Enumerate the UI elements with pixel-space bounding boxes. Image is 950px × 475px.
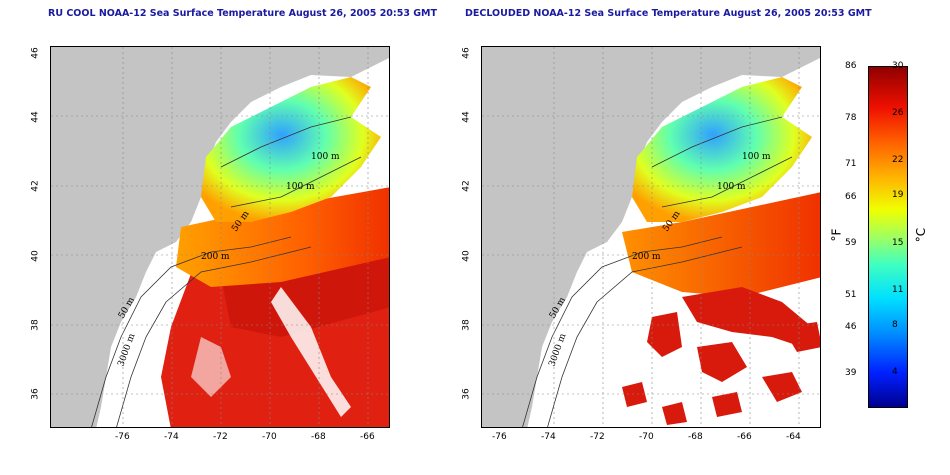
fahrenheit-tick: 59	[845, 238, 857, 248]
lon-tick: -70	[639, 432, 654, 442]
contour-label: 100 m	[742, 152, 771, 162]
right-sst-map: 100 m 100 m 50 m 200 m 50 m 3000 m	[481, 46, 821, 428]
lon-tick: -68	[311, 432, 326, 442]
lon-tick: -76	[115, 432, 130, 442]
lon-tick: -74	[541, 432, 556, 442]
lat-tick: 40	[461, 250, 472, 262]
celsius-tick: 26	[892, 108, 904, 118]
contour-label: 100 m	[286, 182, 315, 192]
contour-label: 200 m	[201, 252, 230, 262]
left-map-title: RU COOL NOAA-12 Sea Surface Temperature …	[48, 8, 437, 19]
depth-contour-shelf	[522, 236, 723, 427]
lon-tick: -66	[737, 432, 752, 442]
lon-tick: -72	[590, 432, 605, 442]
celsius-tick: 8	[892, 320, 898, 330]
lat-tick: 42	[461, 180, 472, 192]
warm-water-patches	[622, 287, 820, 425]
land-mass	[482, 47, 820, 427]
celsius-tick: 19	[892, 190, 904, 200]
lat-tick: 36	[461, 388, 472, 400]
celsius-tick: 30	[892, 61, 904, 71]
fahrenheit-unit-label: °F	[829, 228, 844, 242]
depth-contour-deep	[116, 246, 312, 427]
fahrenheit-tick: 66	[845, 192, 857, 202]
lat-tick: 44	[30, 111, 41, 123]
temperature-colorbar	[868, 66, 908, 408]
depth-contour-gulf	[651, 116, 793, 208]
lat-tick: 38	[30, 319, 41, 331]
grid-lines	[482, 47, 820, 427]
celsius-tick: 15	[892, 238, 904, 248]
lon-tick: -76	[492, 432, 507, 442]
fahrenheit-tick: 71	[845, 159, 857, 169]
fahrenheit-tick: 86	[845, 61, 857, 71]
land-mass	[51, 47, 389, 427]
contour-label: 200 m	[632, 252, 661, 262]
left-sst-map: 100 m 100 m 50 m 200 m 50 m 3000 m	[50, 46, 390, 428]
lon-tick: -64	[786, 432, 801, 442]
fahrenheit-tick: 78	[845, 113, 857, 123]
lon-tick: -70	[262, 432, 277, 442]
lon-tick: -68	[688, 432, 703, 442]
lat-tick: 44	[461, 111, 472, 123]
contour-label: 100 m	[717, 182, 746, 192]
right-map-title: DECLOUDED NOAA-12 Sea Surface Temperatur…	[465, 8, 872, 19]
shelf-warm-water	[176, 187, 389, 287]
lat-tick: 36	[30, 388, 41, 400]
left-sst-map-graphic: 100 m 100 m 50 m 200 m 50 m 3000 m	[51, 47, 389, 427]
fahrenheit-tick: 39	[845, 368, 857, 378]
grid-lines	[51, 47, 389, 427]
lon-tick: -72	[213, 432, 228, 442]
contour-label: 100 m	[311, 152, 340, 162]
lat-tick: 38	[461, 319, 472, 331]
lat-tick: 46	[461, 47, 472, 59]
celsius-tick: 4	[892, 367, 898, 377]
lat-tick: 46	[30, 47, 41, 59]
lon-tick: -74	[164, 432, 179, 442]
lat-tick: 42	[30, 180, 41, 192]
celsius-unit-label: °C	[914, 227, 929, 243]
depth-contour-deep	[547, 246, 743, 427]
celsius-tick: 22	[892, 155, 904, 165]
shelf-warm-water	[622, 192, 820, 297]
fahrenheit-tick: 46	[845, 322, 857, 332]
depth-contour-gulf	[220, 116, 362, 208]
depth-contour-shelf	[91, 236, 292, 427]
right-sst-map-graphic: 100 m 100 m 50 m 200 m 50 m 3000 m	[482, 47, 820, 427]
lat-tick: 40	[30, 250, 41, 262]
fahrenheit-tick: 51	[845, 290, 857, 300]
celsius-tick: 11	[892, 285, 904, 295]
lon-tick: -66	[360, 432, 375, 442]
